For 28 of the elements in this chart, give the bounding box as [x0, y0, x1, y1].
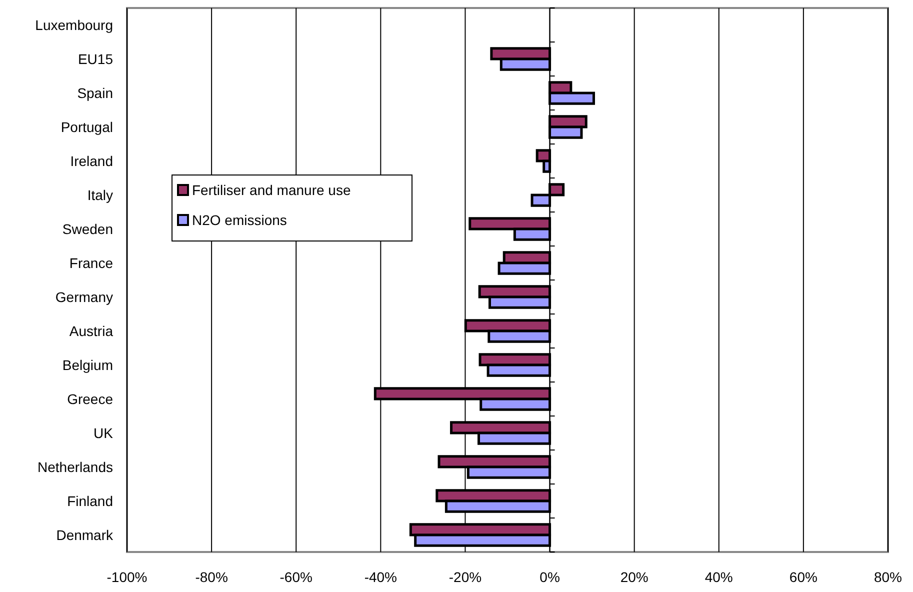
legend-label: N2O emissions: [192, 212, 287, 228]
y-tick-label: Spain: [77, 84, 113, 101]
y-tick-label: Ireland: [70, 152, 113, 169]
legend-label: Fertiliser and manure use: [192, 182, 351, 198]
x-tick-label: 60%: [789, 569, 818, 585]
y-tick-label: Portugal: [60, 118, 113, 135]
y-tick-label: Luxembourg: [35, 16, 113, 33]
y-tick-label: Austria: [69, 322, 114, 339]
y-tick-label: Netherlands: [38, 458, 113, 475]
y-tick-label: Denmark: [56, 526, 114, 543]
x-tick-label: -100%: [106, 569, 148, 585]
x-tick-label: 0%: [540, 569, 560, 585]
x-tick-label: 80%: [874, 569, 902, 585]
y-tick-label: UK: [94, 424, 114, 441]
y-tick-label: Italy: [87, 186, 113, 203]
y-tick-label: France: [69, 254, 114, 271]
x-tick-label: -20%: [448, 569, 482, 585]
y-tick-label: Belgium: [62, 356, 113, 373]
y-tick-label: Finland: [67, 492, 113, 509]
x-tick-label: 40%: [704, 569, 733, 585]
y-tick-label: Greece: [67, 390, 114, 407]
y-tick-label: EU15: [78, 50, 114, 67]
y-tick-label: Sweden: [62, 220, 113, 237]
x-tick-label: 20%: [620, 569, 648, 585]
y-tick-label: Germany: [55, 288, 113, 305]
x-tick-label: -60%: [280, 569, 312, 585]
x-tick-label: -80%: [195, 569, 228, 585]
x-tick-label: -40%: [364, 569, 398, 585]
